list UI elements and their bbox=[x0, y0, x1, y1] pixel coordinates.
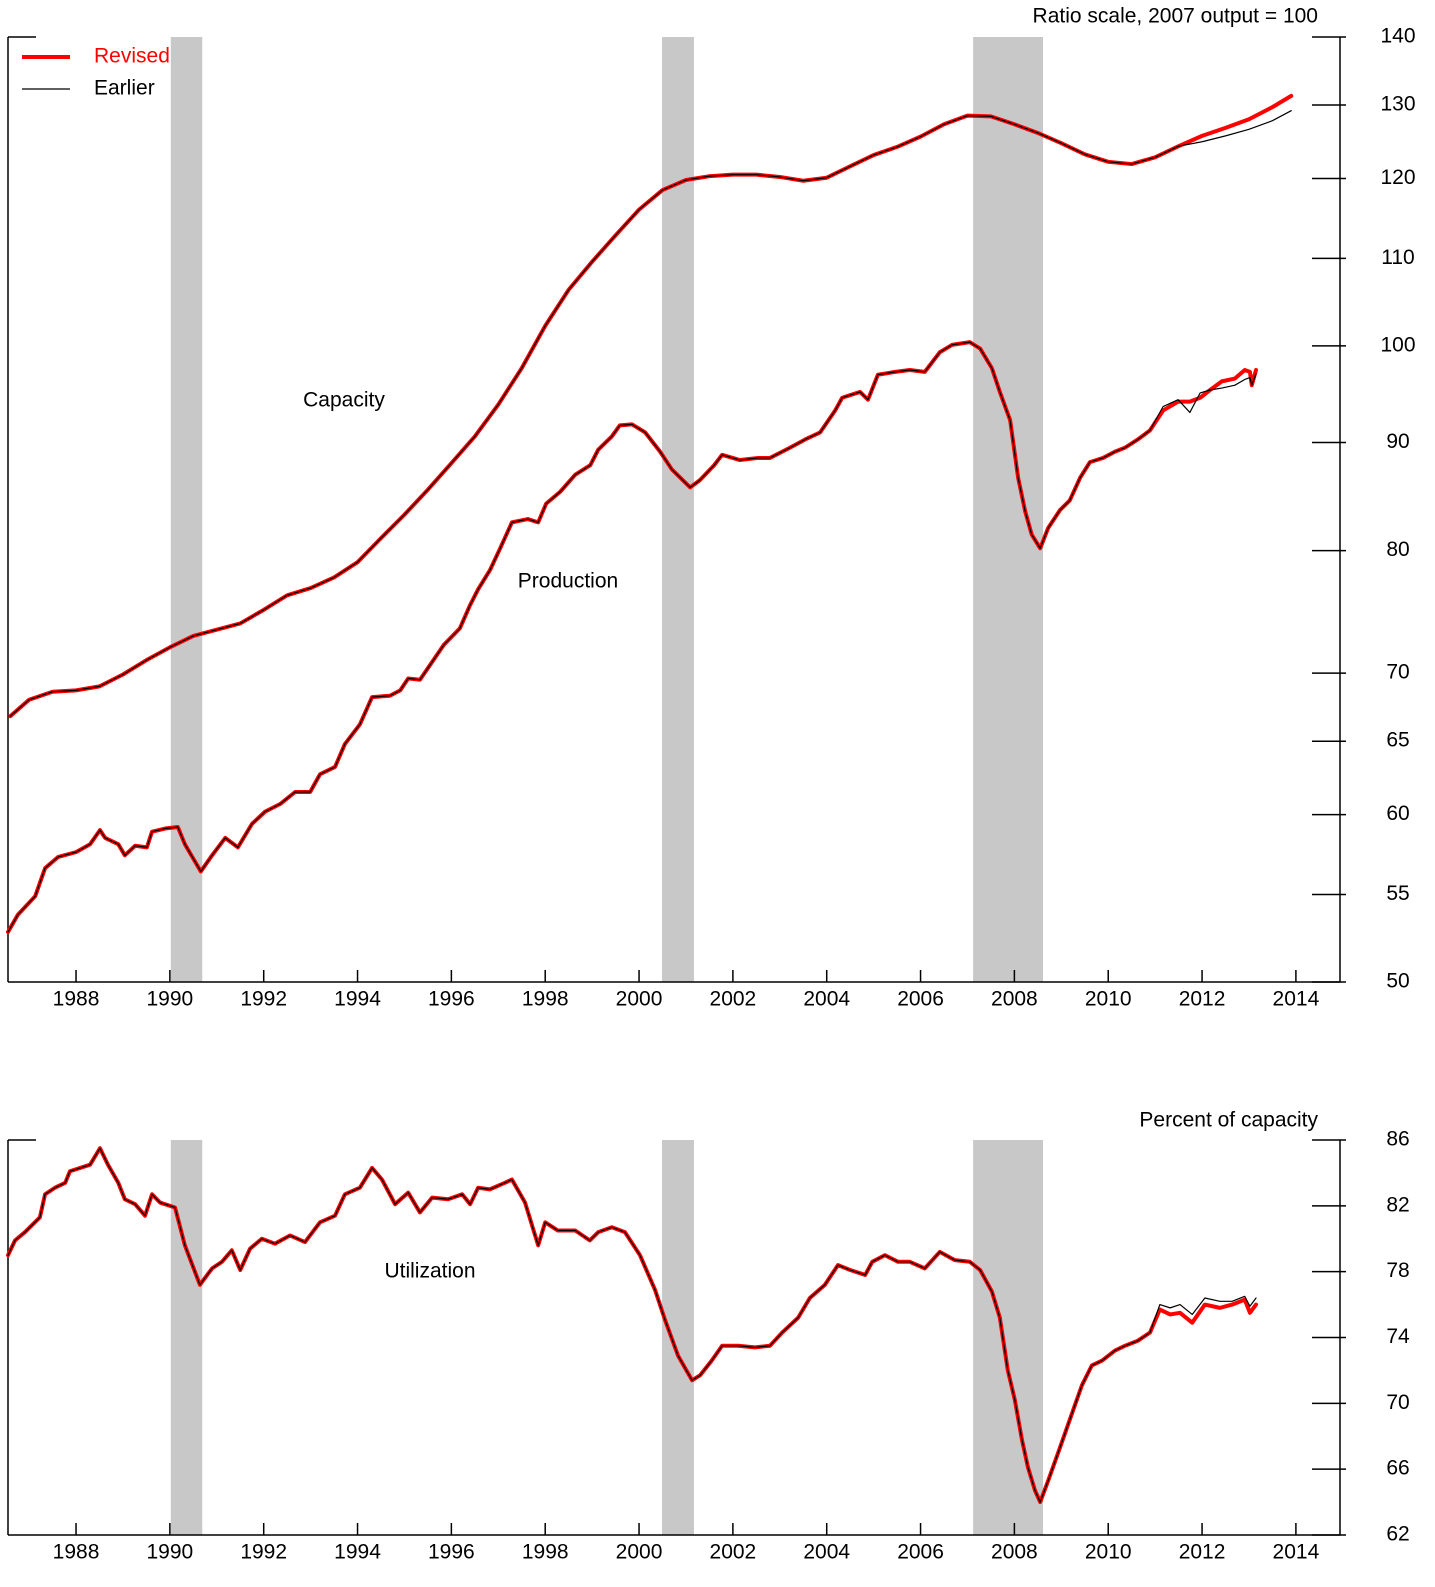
y-axis-label: Ratio scale, 2007 output = 100 bbox=[1033, 5, 1318, 28]
y-tick-label: 70 bbox=[1386, 661, 1409, 684]
x-tick-label: 2004 bbox=[803, 1541, 850, 1564]
y-tick-label: 66 bbox=[1386, 1457, 1409, 1480]
x-tick-label: 2000 bbox=[616, 1541, 663, 1564]
y-tick-label: 82 bbox=[1386, 1193, 1409, 1216]
x-tick-label: 1990 bbox=[147, 988, 194, 1011]
recession-band bbox=[662, 1140, 694, 1535]
x-tick-label: 1998 bbox=[522, 1541, 569, 1564]
recession-band bbox=[170, 1140, 203, 1535]
recession-band bbox=[973, 1140, 1044, 1535]
x-tick-label: 1996 bbox=[428, 988, 475, 1011]
x-tick-label: 1994 bbox=[334, 988, 381, 1011]
y-tick-label: 140 bbox=[1380, 25, 1415, 48]
x-tick-label: 2010 bbox=[1085, 988, 1132, 1011]
x-tick-label: 2014 bbox=[1273, 1541, 1320, 1564]
x-tick-label: 2002 bbox=[710, 988, 757, 1011]
x-tick-label: 1998 bbox=[522, 988, 569, 1011]
y-tick-label: 130 bbox=[1380, 93, 1415, 116]
y-tick-label: 78 bbox=[1386, 1259, 1409, 1282]
y-tick-label: 100 bbox=[1380, 333, 1415, 356]
x-tick-label: 2008 bbox=[991, 1541, 1038, 1564]
x-tick-label: 2002 bbox=[710, 1541, 757, 1564]
y-tick-label: 60 bbox=[1386, 802, 1409, 825]
x-tick-label: 2010 bbox=[1085, 1541, 1132, 1564]
x-tick-label: 1992 bbox=[240, 1541, 287, 1564]
y-axis-label: Percent of capacity bbox=[1139, 1109, 1318, 1132]
x-tick-label: 2006 bbox=[897, 988, 944, 1011]
y-tick-label: 86 bbox=[1386, 1128, 1409, 1151]
y-tick-label: 50 bbox=[1386, 970, 1409, 993]
x-tick-label: 1988 bbox=[53, 1541, 100, 1564]
y-tick-label: 74 bbox=[1386, 1325, 1410, 1348]
y-tick-label: 90 bbox=[1386, 430, 1409, 453]
x-tick-label: 2004 bbox=[803, 988, 850, 1011]
y-tick-label: 62 bbox=[1386, 1523, 1409, 1546]
y-tick-label: 120 bbox=[1380, 166, 1415, 189]
recession-band bbox=[662, 37, 694, 982]
recession-band bbox=[170, 37, 203, 982]
series-line bbox=[8, 93, 1294, 719]
series-line bbox=[9, 110, 1292, 717]
x-tick-label: 1994 bbox=[334, 1541, 381, 1564]
recession-band bbox=[973, 37, 1044, 982]
y-tick-label: 70 bbox=[1386, 1391, 1409, 1414]
annotation: Utilization bbox=[384, 1260, 475, 1283]
annotation: Capacity bbox=[303, 389, 385, 412]
y-tick-label: 65 bbox=[1386, 729, 1409, 752]
x-tick-label: 2008 bbox=[991, 988, 1038, 1011]
legend-label: Earlier bbox=[94, 77, 155, 100]
x-tick-label: 1990 bbox=[147, 1541, 194, 1564]
x-tick-label: 2000 bbox=[616, 988, 663, 1011]
series-line bbox=[7, 1147, 1257, 1503]
y-tick-label: 80 bbox=[1386, 538, 1409, 561]
x-tick-label: 1992 bbox=[240, 988, 287, 1011]
x-tick-label: 2012 bbox=[1179, 1541, 1226, 1564]
x-tick-label: 1988 bbox=[53, 988, 100, 1011]
y-tick-label: 110 bbox=[1381, 246, 1414, 269]
x-tick-label: 2006 bbox=[897, 1541, 944, 1564]
series-line bbox=[7, 341, 1257, 933]
annotation: Production bbox=[518, 570, 618, 593]
x-tick-label: 2012 bbox=[1179, 988, 1226, 1011]
y-tick-label: 55 bbox=[1386, 882, 1409, 905]
legend-label: Revised bbox=[94, 45, 170, 68]
x-tick-label: 2014 bbox=[1273, 988, 1320, 1011]
x-tick-label: 1996 bbox=[428, 1541, 475, 1564]
